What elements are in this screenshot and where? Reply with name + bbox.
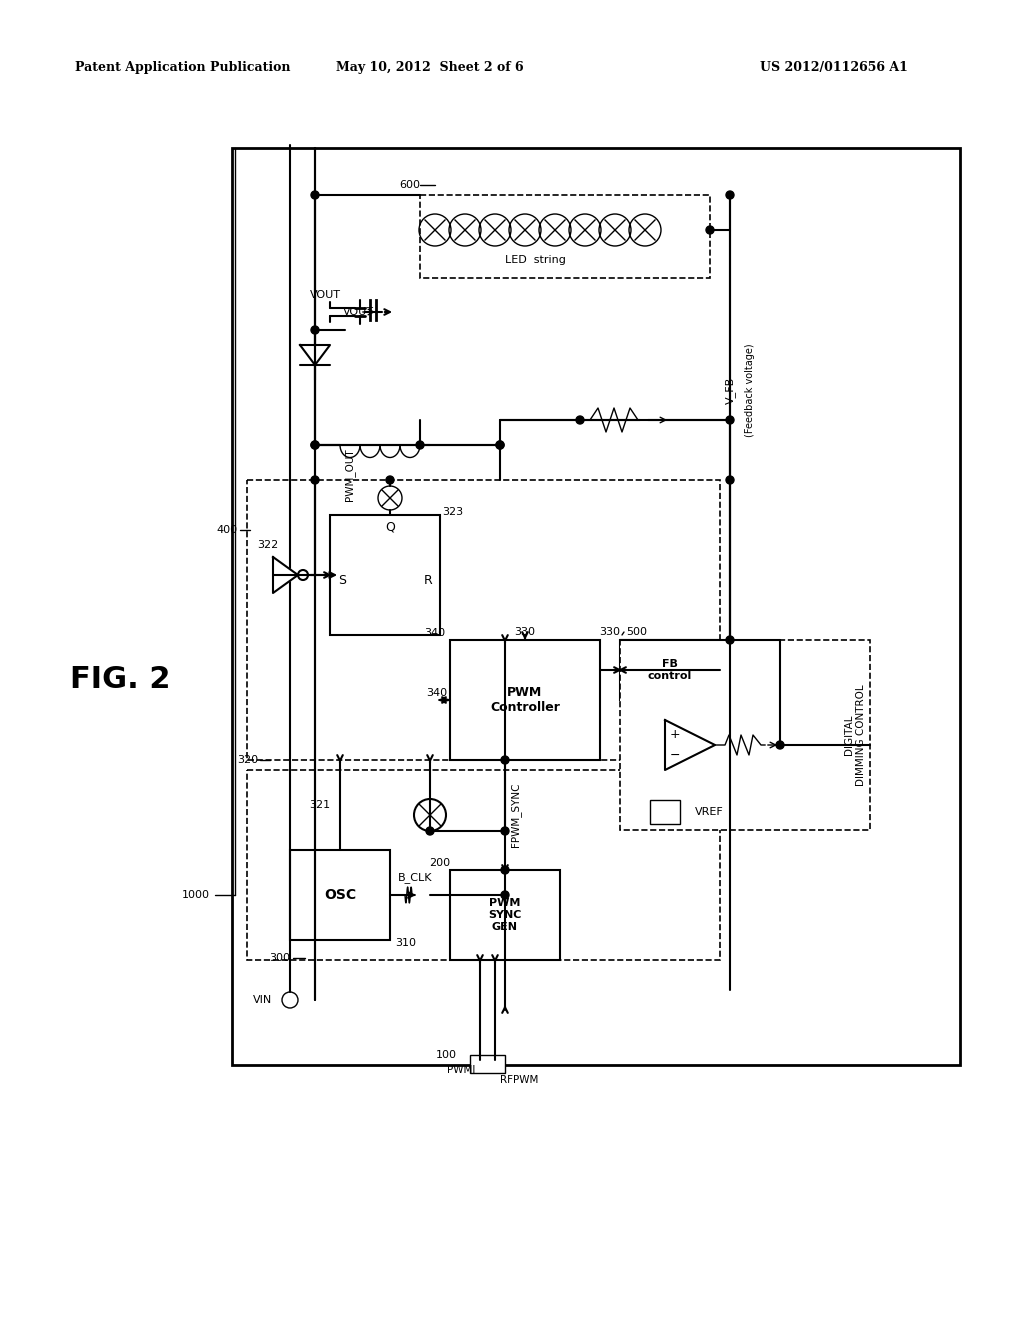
Circle shape xyxy=(501,891,509,899)
Bar xyxy=(290,850,390,940)
Circle shape xyxy=(575,416,584,424)
Polygon shape xyxy=(665,719,715,770)
Bar xyxy=(620,640,870,830)
Text: 340: 340 xyxy=(426,688,447,698)
Circle shape xyxy=(776,741,784,748)
Text: FB
control: FB control xyxy=(648,659,692,681)
Text: DIGITAL
DIMMING CONTROL: DIGITAL DIMMING CONTROL xyxy=(844,684,866,785)
Text: (Feedback voltage): (Feedback voltage) xyxy=(745,343,755,437)
Circle shape xyxy=(726,191,734,199)
Bar xyxy=(450,870,560,960)
Text: RFPWM: RFPWM xyxy=(500,1074,539,1085)
Circle shape xyxy=(311,441,319,449)
Text: VIN: VIN xyxy=(253,995,272,1005)
Circle shape xyxy=(496,441,504,449)
Text: Patent Application Publication: Patent Application Publication xyxy=(75,62,291,74)
Text: PWMI: PWMI xyxy=(446,1065,475,1074)
Text: 600: 600 xyxy=(399,180,420,190)
Text: 330: 330 xyxy=(514,627,536,638)
Text: −: − xyxy=(670,748,680,762)
Text: 320: 320 xyxy=(237,755,258,766)
Text: 400: 400 xyxy=(217,525,238,535)
Text: 300: 300 xyxy=(269,953,290,964)
Text: R: R xyxy=(424,573,432,586)
Circle shape xyxy=(311,326,319,334)
Circle shape xyxy=(386,477,394,484)
Circle shape xyxy=(726,477,734,484)
Text: 100: 100 xyxy=(436,1049,457,1060)
Bar xyxy=(450,640,600,760)
Text: LED  string: LED string xyxy=(505,255,565,265)
Circle shape xyxy=(501,756,509,764)
Circle shape xyxy=(726,416,734,424)
Polygon shape xyxy=(300,345,330,366)
Bar xyxy=(247,770,720,960)
Text: OSC: OSC xyxy=(324,888,356,902)
Bar xyxy=(470,1055,505,1073)
Bar xyxy=(650,800,680,824)
Circle shape xyxy=(416,441,424,449)
Bar xyxy=(420,195,710,279)
Text: VOUT: VOUT xyxy=(309,290,341,300)
Text: PWM
Controller: PWM Controller xyxy=(490,686,560,714)
Text: May 10, 2012  Sheet 2 of 6: May 10, 2012 Sheet 2 of 6 xyxy=(336,62,524,74)
Text: 340: 340 xyxy=(424,628,445,638)
Text: VOUT: VOUT xyxy=(343,308,374,317)
Circle shape xyxy=(496,441,504,449)
Text: 200: 200 xyxy=(429,858,450,869)
Text: FIG. 2: FIG. 2 xyxy=(70,665,170,694)
Bar xyxy=(620,640,720,700)
Text: PWM_OUT: PWM_OUT xyxy=(344,449,355,502)
Text: 321: 321 xyxy=(309,800,330,810)
Text: Q: Q xyxy=(385,520,395,533)
Text: 330: 330 xyxy=(599,627,621,638)
Circle shape xyxy=(311,477,319,484)
Circle shape xyxy=(426,828,434,836)
Polygon shape xyxy=(273,557,298,593)
Bar xyxy=(247,480,720,760)
Circle shape xyxy=(311,191,319,199)
Text: S: S xyxy=(338,573,346,586)
Text: PWM
SYNC
GEN: PWM SYNC GEN xyxy=(488,899,521,932)
Text: FPWM_SYNC: FPWM_SYNC xyxy=(510,783,521,847)
Circle shape xyxy=(501,828,509,836)
Bar xyxy=(330,515,440,635)
Circle shape xyxy=(706,226,714,234)
Text: US 2012/0112656 A1: US 2012/0112656 A1 xyxy=(760,62,908,74)
Text: V_FB: V_FB xyxy=(725,376,735,404)
Bar xyxy=(232,148,961,1065)
Text: 310: 310 xyxy=(395,939,416,948)
Text: 323: 323 xyxy=(442,507,463,517)
Text: VREF: VREF xyxy=(695,807,724,817)
Circle shape xyxy=(311,441,319,449)
Text: B_CLK: B_CLK xyxy=(398,873,432,883)
Text: 500: 500 xyxy=(626,627,647,638)
Text: +: + xyxy=(670,729,680,742)
Circle shape xyxy=(501,866,509,874)
Text: 322: 322 xyxy=(257,540,279,550)
Circle shape xyxy=(726,636,734,644)
Text: 1000: 1000 xyxy=(182,890,210,900)
